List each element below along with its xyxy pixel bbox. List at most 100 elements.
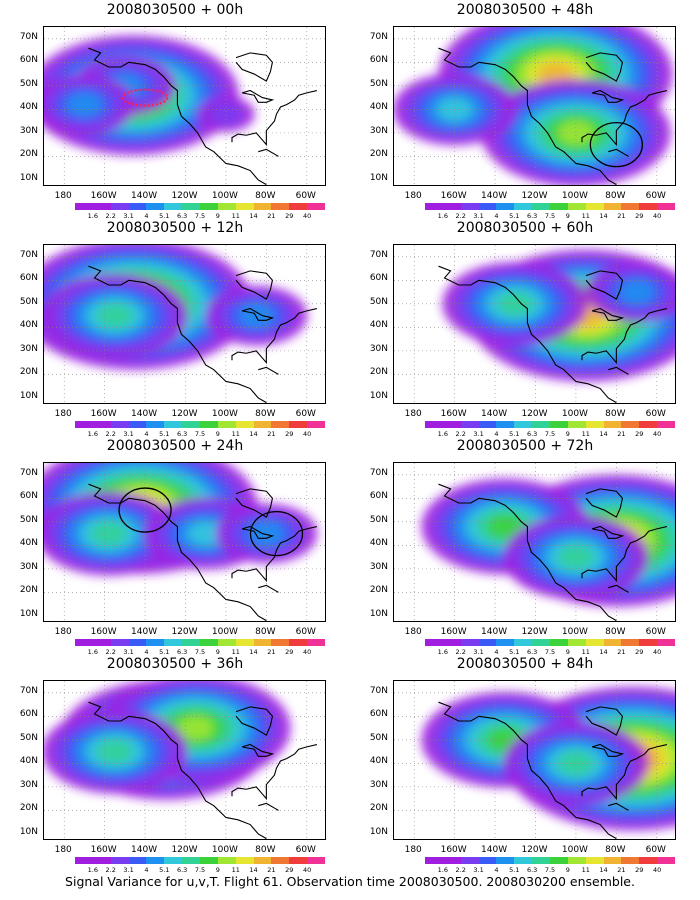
colorbar-swatch — [425, 639, 443, 646]
lon-tick-label: 180 — [404, 627, 422, 637]
colorbar-swatch — [307, 421, 326, 428]
colorbar-label: 2.2 — [105, 430, 116, 438]
colorbar-label: 7.5 — [544, 648, 556, 656]
colorbar-label: 21 — [267, 866, 276, 874]
coastline — [585, 270, 624, 300]
coastline — [235, 706, 274, 736]
lon-tick-label: 80W — [605, 845, 626, 855]
map-panel-36h: 2008030500 + 36h 70N 60N 50N 40N 30N 20N 10N 180… — [10, 656, 340, 874]
coastline — [585, 488, 624, 518]
colorbar-swatch — [567, 639, 586, 646]
map-panel-60h: 2008030500 + 60h 70N 60N 50N 40N 30N 20N 10N 180… — [360, 220, 690, 438]
colorbar-label: 5.1 — [159, 212, 170, 220]
colorbar-label: 7.5 — [544, 866, 556, 874]
colorbar-label: 7.5 — [194, 212, 206, 220]
coastline — [591, 525, 625, 539]
lon-tick-label: 160W — [90, 627, 117, 637]
coastline — [581, 89, 668, 147]
colorbar-label: 1.6 — [87, 866, 99, 874]
panel-title: 2008030500 + 72h — [456, 438, 594, 454]
colorbar-label: 4 — [494, 212, 499, 220]
colorbar-swatch — [253, 639, 272, 646]
colorbar-swatch — [460, 203, 479, 210]
lat-tick-label: 50N — [19, 78, 38, 89]
variance-map — [394, 245, 675, 403]
colorbar-label: 2.2 — [455, 430, 466, 438]
coastline — [258, 802, 279, 811]
colorbar-swatch — [639, 203, 658, 210]
lat-tick-label: 60N — [19, 273, 38, 284]
colorbar-label: 7.5 — [194, 866, 206, 874]
colorbar-swatch — [128, 421, 147, 428]
colorbar-label: 2.2 — [105, 648, 116, 656]
colorbar-label: 3.1 — [473, 648, 484, 656]
colorbar-label: 9 — [565, 648, 570, 656]
variance-contour — [497, 291, 534, 316]
colorbar-swatch — [550, 857, 568, 864]
lon-tick-label: 80W — [605, 409, 626, 419]
colorbar-label: 5.1 — [509, 648, 520, 656]
lon-tick-label: 80W — [255, 191, 276, 201]
lat-tick-label: 40N — [19, 102, 38, 113]
coastline — [438, 483, 617, 621]
lon-tick-label: 160W — [90, 409, 117, 419]
colorbar-swatch — [200, 857, 218, 864]
coastline — [608, 802, 629, 811]
colorbar-swatch — [603, 421, 622, 428]
colorbar-label: 21 — [267, 212, 276, 220]
variance-contour — [187, 521, 224, 546]
lon-tick-label: 80W — [255, 845, 276, 855]
coastline — [591, 307, 625, 321]
colorbar-swatch — [585, 857, 604, 864]
colorbar-swatch — [271, 857, 290, 864]
lon-tick-label: 60W — [645, 409, 666, 419]
lat-tick-label: 30N — [19, 125, 38, 136]
colorbar-label: 7.5 — [194, 648, 206, 656]
colorbar-label: 21 — [617, 430, 626, 438]
lat-tick-label: 20N — [19, 803, 38, 814]
colorbar-swatch — [567, 857, 586, 864]
colorbar-swatch — [271, 639, 290, 646]
map-panel-24h: 2008030500 + 24h 70N 60N 50N 40N 30N 20N 10N 180… — [10, 438, 340, 656]
lat-tick-label: 70N — [19, 467, 38, 478]
variance-contour — [557, 120, 594, 145]
colorbar-swatch — [253, 421, 272, 428]
colorbar-swatch — [235, 639, 254, 646]
lat-tick-label: 60N — [19, 55, 38, 66]
lon-tick-label: 60W — [645, 845, 666, 855]
colorbar-swatch — [460, 421, 479, 428]
panel-title: 2008030500 + 24h — [106, 438, 244, 454]
colorbar-label: 40 — [653, 866, 662, 874]
lon-tick-label: 120W — [171, 409, 198, 419]
colorbar-label: 6.3 — [526, 430, 538, 438]
colorbar-label: 9 — [215, 212, 220, 220]
map-panel-0h: 2008030500 + 00h 70N 60N 50N 40N 30N 20N 10N 180… — [10, 2, 340, 220]
lon-tick-label: 120W — [521, 409, 548, 419]
lat-tick-label: 20N — [19, 149, 38, 160]
colorbar-swatch — [164, 421, 183, 428]
lat-tick-label: 50N — [369, 296, 388, 307]
colorbar-swatch — [92, 639, 111, 646]
colorbar-swatch — [532, 421, 551, 428]
colorbar-label: 7.5 — [544, 430, 556, 438]
coastline — [235, 52, 274, 82]
colorbar-label: 7.5 — [194, 430, 206, 438]
lat-tick-label: 20N — [369, 149, 388, 160]
lon-tick-label: 180 — [54, 627, 72, 637]
coastline — [241, 525, 275, 539]
colorbar-labels: 1.6 2.2 3.1 4 5.1 6.3 7.5 9 11 14 21 29 40 — [75, 648, 325, 656]
lon-tick-label: 100W — [561, 845, 588, 855]
lat-tick-label: 70N — [369, 467, 388, 478]
lat-tick-label: 40N — [369, 102, 388, 113]
lat-tick-label: 10N — [19, 390, 38, 401]
coastline — [258, 148, 279, 157]
colorbar-label: 3.1 — [123, 430, 134, 438]
colorbar — [75, 857, 326, 864]
colorbar-swatch — [621, 857, 640, 864]
colorbar-label: 40 — [303, 866, 312, 874]
lat-tick-label: 20N — [369, 585, 388, 596]
colorbar-label: 7.5 — [544, 212, 556, 220]
lon-tick-label: 100W — [561, 191, 588, 201]
colorbar-swatch — [496, 203, 515, 210]
colorbar-swatch — [639, 857, 658, 864]
